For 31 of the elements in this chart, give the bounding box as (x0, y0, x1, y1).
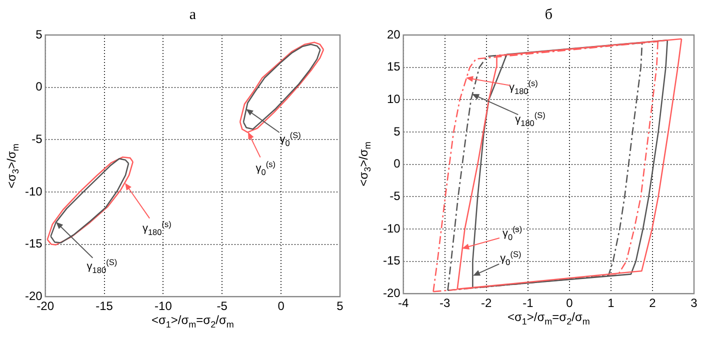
x-tick-label: 3 (690, 296, 698, 310)
x-tick-label: 1 (608, 296, 615, 310)
y-tick-label: 10 (386, 92, 401, 106)
y-tick-label: -5 (32, 132, 43, 146)
y-tick-label: 5 (36, 27, 43, 42)
x-tick-label: -4 (398, 296, 410, 310)
y-tick-label: -15 (383, 254, 401, 268)
y-tick-label: 5 (394, 124, 401, 138)
x-axis-title: <σ$_{1}$>/σ$_{m}$=σ$_{2}$/σ$_{m}$ (151, 312, 234, 329)
x-tick-label: 5 (336, 299, 344, 314)
x-tick-label: -2 (481, 296, 492, 310)
chart-title: а (189, 7, 196, 23)
y-tick-label: 0 (394, 156, 401, 171)
x-tick-label: 0 (278, 299, 285, 314)
chart-title: б (544, 7, 552, 23)
x-tick-label: 0 (566, 296, 574, 310)
x-tick-label: -15 (96, 299, 114, 314)
y-tick-label: 0 (36, 80, 43, 94)
x-tick-label: -10 (154, 299, 172, 314)
y-tick-label: -10 (383, 221, 401, 236)
y-tick-label: -15 (25, 236, 43, 251)
x-tick-label: -3 (440, 296, 451, 310)
y-tick-label: -20 (383, 286, 401, 300)
x-axis-title: <σ$_{1}$>/σ$_{m}$=σ$_{2}$/σ$_{m}$ (507, 310, 590, 326)
y-tick-label: 15 (386, 60, 401, 74)
x-tick-label: -5 (216, 299, 228, 314)
y-tick-label: -5 (390, 188, 401, 203)
y-tick-label: -10 (25, 184, 43, 198)
x-tick-label: -1 (522, 296, 534, 310)
x-tick-label: 2 (649, 296, 656, 310)
y-tick-label: 20 (386, 27, 401, 42)
